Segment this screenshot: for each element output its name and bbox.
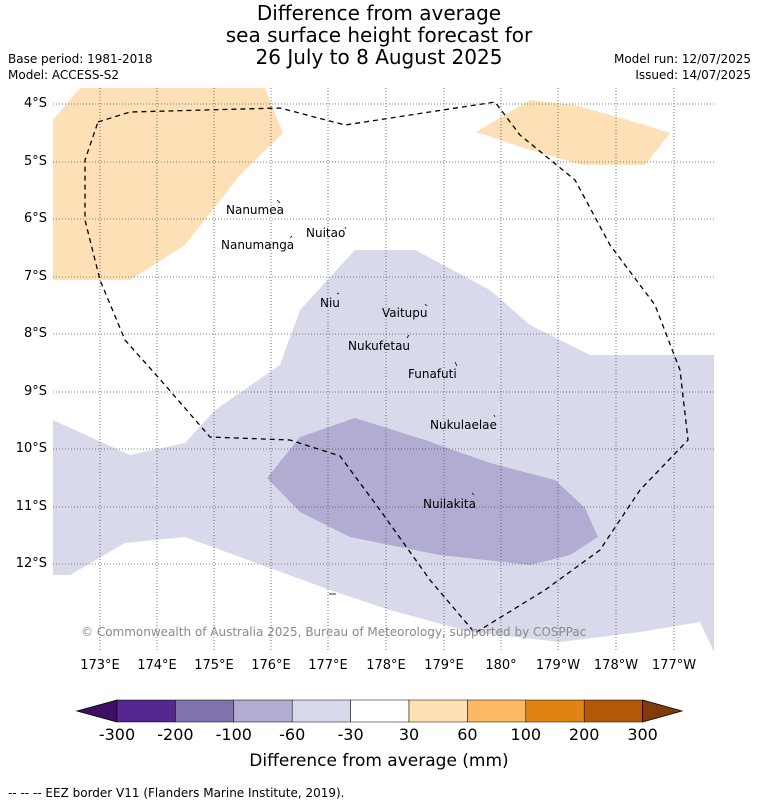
- colorbar-swatch-1: [116, 699, 176, 723]
- lat-label-10s: 10°S: [15, 441, 47, 456]
- colorbar-extend-high: [642, 699, 684, 723]
- island-niu-marker: [336, 292, 340, 295]
- colorbar-swatch-4: [291, 699, 351, 723]
- lon-label-177w: 177°W: [651, 658, 697, 673]
- island-nanumea-marker: [276, 199, 281, 204]
- colorbar-tick-minus-60: -60: [279, 725, 306, 744]
- colorbar-swatch-5: [350, 699, 410, 723]
- lon-label-174e: 174°E: [137, 658, 177, 673]
- place-nanumanga: Nanumanga: [221, 238, 295, 252]
- colorbar-swatch-3: [233, 699, 293, 723]
- place-vaitupu: Vaitupu: [382, 306, 428, 320]
- island-nukufetau-marker: [406, 334, 410, 339]
- graticule: [53, 88, 714, 652]
- lon-label-179e: 179°E: [424, 658, 464, 673]
- colorbar: [75, 699, 684, 723]
- colorbar-title: Difference from average (mm): [249, 751, 509, 771]
- lon-label-179w: 179°W: [535, 658, 581, 673]
- colorbar-swatch-2: [175, 699, 235, 723]
- colorbar-tick-30: 30: [398, 725, 420, 744]
- lon-label-173e: 173°E: [80, 658, 120, 673]
- lon-label-180: 180°: [485, 658, 517, 673]
- colorbar-swatch-7: [467, 699, 527, 723]
- place-nukulaelae: Nukulaelae: [430, 418, 497, 432]
- lon-label-177e: 177°E: [308, 658, 348, 673]
- island-vaitupu-marker: [424, 303, 428, 307]
- lat-label-6s: 6°S: [23, 211, 47, 226]
- colorbar-tick-minus-200: -200: [157, 725, 194, 744]
- lat-label-8s: 8°S: [23, 326, 47, 341]
- colorbar-tick-minus-100: -100: [215, 725, 252, 744]
- eez-legend-footer: -- -- -- EEZ border V11 (Flanders Marine…: [8, 786, 345, 800]
- place-nuitao: Nuitao: [306, 226, 346, 240]
- colorbar-tick-60: 60: [457, 725, 478, 744]
- island-nuilakita-marker: [471, 492, 475, 496]
- colorbar-tick-minus-300: -300: [98, 725, 136, 744]
- island-nanumanga-marker: [289, 235, 293, 239]
- place-nanumea: Nanumea: [226, 203, 284, 217]
- title-line-2: sea surface height forecast for: [225, 23, 533, 47]
- model-name: Model: ACCESS-S2: [8, 68, 120, 82]
- colorbar-swatch-6: [408, 699, 468, 723]
- title-line-1: Difference from average: [256, 1, 502, 25]
- model-run: Model run: 12/07/2025: [613, 52, 751, 66]
- lat-label-4s: 4°S: [23, 96, 47, 111]
- lon-label-178w: 178°W: [593, 658, 639, 673]
- place-niu: Niu: [320, 296, 340, 310]
- lon-label-176e: 176°E: [251, 658, 291, 673]
- island-markers: [276, 199, 496, 595]
- island-funafuti-marker: [454, 361, 458, 367]
- colorbar-tick-300: 300: [627, 725, 658, 744]
- title-line-3: 26 July to 8 August 2025: [255, 45, 503, 69]
- anomaly-band-minus-60-100: [267, 418, 598, 565]
- copyright-credit: © Commonwealth of Australia 2025, Bureau…: [81, 625, 587, 639]
- anomaly-band-plus-30-60-east: [476, 100, 670, 165]
- colorbar-swatch-8: [525, 699, 585, 723]
- colorbar-tick-minus-30: -30: [337, 725, 364, 744]
- island-nuitao-marker: [344, 226, 347, 230]
- colorbar-swatch-9: [583, 699, 643, 723]
- colorbar-tick-100: 100: [510, 725, 542, 744]
- anomaly-band-plus-30-60-west: [53, 88, 283, 280]
- lat-label-9s: 9°S: [23, 384, 47, 399]
- colorbar-tick-200: 200: [568, 725, 600, 744]
- lon-label-175e: 175°E: [194, 658, 234, 673]
- lat-label-5s: 5°S: [23, 154, 47, 169]
- base-period: Base period: 1981-2018: [8, 52, 153, 66]
- lat-label-12s: 12°S: [15, 556, 47, 571]
- colorbar-extend-low: [75, 699, 118, 723]
- lon-label-178e: 178°E: [366, 658, 406, 673]
- lat-label-7s: 7°S: [23, 269, 47, 284]
- place-nukufetau: Nukufetau: [348, 339, 411, 353]
- eez-border: [84, 101, 689, 634]
- island-nukulaelae-marker: [493, 414, 496, 418]
- place-nuilakita: Nuilakita: [423, 497, 476, 511]
- lat-label-11s: 11°S: [15, 499, 47, 514]
- place-funafuti: Funafuti: [408, 367, 457, 381]
- issued-date: Issued: 14/07/2025: [635, 68, 751, 82]
- map-plot-area: [53, 88, 714, 652]
